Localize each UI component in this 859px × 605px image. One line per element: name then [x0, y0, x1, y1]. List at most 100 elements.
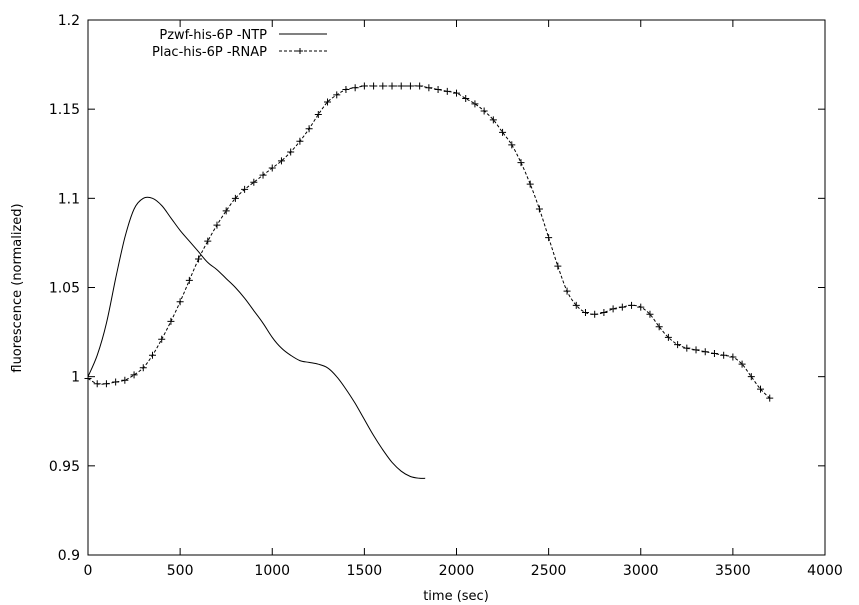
data-point-marker: [517, 159, 525, 167]
data-point-marker: [314, 111, 322, 119]
data-point-marker: [545, 234, 553, 242]
data-point-marker: [84, 374, 92, 382]
axis-ticks: 0 500 1000 1500 2000 2500 3000 3500 4000 0.9 0.95 1…: [49, 13, 843, 579]
data-point-marker: [388, 82, 396, 90]
data-point-marker: [102, 380, 110, 388]
data-point-marker: [609, 305, 617, 313]
data-point-marker: [591, 310, 599, 318]
data-point-marker: [176, 298, 184, 306]
y-tick-label: 1.05: [49, 281, 80, 297]
data-point-marker: [526, 180, 534, 188]
data-point-marker: [499, 128, 507, 136]
series-line-1: [87, 196, 426, 479]
data-point-marker: [572, 301, 580, 309]
data-point-marker: [425, 84, 433, 92]
x-tick-label: 3000: [623, 563, 659, 579]
data-point-marker: [563, 287, 571, 295]
y-tick-label: 0.95: [49, 459, 80, 475]
data-point-marker: [683, 344, 691, 352]
data-point-marker: [747, 373, 755, 381]
x-tick-label: 3500: [715, 563, 751, 579]
data-point-marker: [379, 82, 387, 90]
data-point-marker: [296, 137, 304, 145]
legend: Pzwf-his-6P -NTP Plac-his-6P -RNAP: [152, 28, 327, 60]
data-point-marker: [370, 82, 378, 90]
data-point-marker: [204, 237, 212, 245]
data-point-marker: [130, 371, 138, 379]
data-point-marker: [462, 94, 470, 102]
data-point-marker: [342, 86, 350, 94]
data-point-marker: [195, 255, 203, 263]
data-point-marker: [333, 91, 341, 99]
data-point-marker: [471, 100, 479, 108]
data-point-marker: [766, 394, 774, 402]
data-point-marker: [93, 380, 101, 388]
x-tick-label: 1000: [254, 563, 290, 579]
legend-label: Pzwf-his-6P -NTP: [159, 28, 267, 43]
data-point-marker: [222, 207, 230, 215]
data-point-marker: [139, 364, 147, 372]
data-point-marker: [554, 262, 562, 270]
y-tick-label: 0.9: [58, 548, 80, 564]
data-point-marker: [480, 107, 488, 115]
data-point-marker: [277, 157, 285, 165]
data-point-marker: [158, 335, 166, 343]
data-point-marker: [628, 301, 636, 309]
data-point-marker: [231, 194, 239, 202]
data-point-marker: [581, 308, 589, 316]
data-point-marker: [434, 86, 442, 94]
data-point-marker: [757, 385, 765, 393]
data-point-marker: [489, 116, 497, 124]
data-point-marker: [121, 376, 129, 384]
data-point-marker: [738, 360, 746, 368]
data-point-marker: [167, 317, 175, 325]
data-point-marker: [664, 333, 672, 341]
y-tick-label: 1.1: [58, 191, 80, 207]
y-tick-label: 1.2: [58, 13, 80, 29]
data-point-marker: [250, 178, 258, 186]
data-point-marker: [600, 308, 608, 316]
series-group: [84, 82, 774, 479]
data-point-marker: [185, 276, 193, 284]
data-point-marker: [287, 148, 295, 156]
data-point-marker: [259, 171, 267, 179]
legend-label: Plac-his-6P -RNAP: [152, 45, 267, 60]
data-point-marker: [535, 205, 543, 213]
data-point-marker: [305, 125, 313, 133]
data-point-marker: [692, 346, 700, 354]
x-tick-label: 4000: [807, 563, 843, 579]
data-point-marker: [508, 141, 516, 149]
data-point-marker: [637, 303, 645, 311]
data-point-marker: [351, 84, 359, 92]
data-point-marker: [720, 351, 728, 359]
data-point-marker: [674, 341, 682, 349]
y-tick-label: 1: [71, 370, 80, 386]
data-point-marker: [406, 82, 414, 90]
data-point-marker: [453, 89, 460, 97]
x-tick-label: 2000: [439, 563, 475, 579]
x-axis-label: time (sec): [423, 589, 489, 604]
legend-marker-plus: [297, 48, 303, 54]
data-point-marker: [618, 303, 626, 311]
x-tick-label: 500: [167, 563, 194, 579]
data-point-marker: [729, 353, 737, 361]
data-point-marker: [213, 221, 221, 229]
data-point-marker: [112, 378, 120, 386]
x-tick-label: 0: [84, 563, 93, 579]
y-axis-label: fluorescence (normalized): [10, 203, 25, 372]
data-point-marker: [443, 87, 451, 95]
data-point-marker: [148, 351, 156, 359]
data-point-marker: [324, 98, 332, 106]
y-tick-label: 1.15: [49, 102, 80, 118]
data-point-marker: [710, 349, 718, 357]
data-point-marker: [360, 82, 368, 90]
data-point-marker: [268, 164, 276, 172]
data-point-marker: [655, 323, 663, 331]
data-point-marker: [646, 310, 654, 318]
data-point-marker: [416, 82, 424, 90]
x-tick-label: 1500: [347, 563, 383, 579]
plot-area: [87, 19, 826, 556]
data-point-marker: [701, 348, 709, 356]
x-tick-label: 2500: [531, 563, 567, 579]
